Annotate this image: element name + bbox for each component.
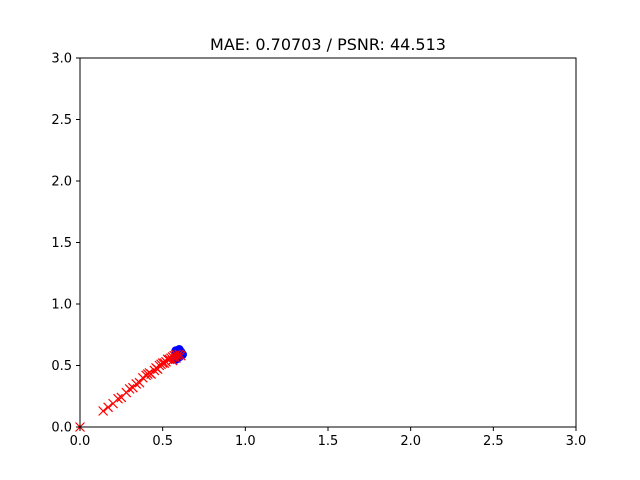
data-point-x-stroke <box>113 393 123 404</box>
y-tick-label: 3.0 <box>51 52 72 67</box>
x-tick-label: 2.0 <box>400 434 421 449</box>
y-tick-label: 0.0 <box>51 421 72 436</box>
axes: 0.0 0.5 1.0 1.5 2.0 2.5 3.0 0.0 0.5 1.0 1.5 2.0 2.5 3… <box>51 52 586 450</box>
chart-title: MAE: 0.70703 / PSNR: 44.513 <box>210 35 446 54</box>
x-tick-label: 0.5 <box>152 434 173 449</box>
data-point-x <box>124 383 135 394</box>
y-tick-label: 2.0 <box>51 175 72 190</box>
x-tick-label: 2.5 <box>483 434 504 449</box>
data-point-x <box>103 402 114 413</box>
data-point-x <box>113 393 123 404</box>
data-point-x-stroke <box>162 354 173 365</box>
plot-marks <box>75 345 188 432</box>
data-point-x <box>157 358 168 368</box>
data-point-x <box>98 406 109 416</box>
data-point-x-stroke <box>170 353 181 364</box>
x-tick-label: 1.0 <box>235 434 256 449</box>
y-tick-label: 1.5 <box>51 236 72 251</box>
data-point-x-stroke <box>103 402 114 413</box>
y-tick-label: 1.0 <box>51 298 72 313</box>
x-tick-label: 1.5 <box>318 434 339 449</box>
data-point-x-stroke <box>157 358 168 368</box>
data-point-x-stroke <box>124 383 135 394</box>
y-tick-label: 2.5 <box>51 113 72 128</box>
data-point-x-stroke <box>175 350 186 361</box>
y-tick-label: 0.5 <box>51 359 72 374</box>
x-tick-label: 0.0 <box>70 434 91 449</box>
data-point-x-stroke <box>98 406 109 416</box>
data-point-x <box>170 353 181 364</box>
data-point-x <box>175 350 186 361</box>
x-tick-label: 3.0 <box>566 434 587 449</box>
